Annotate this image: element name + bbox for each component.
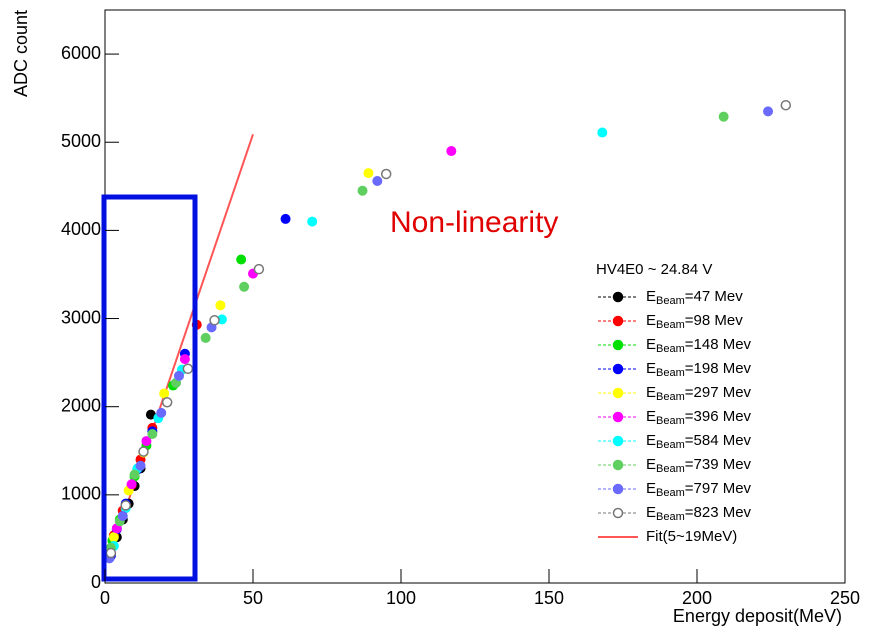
legend-label: EBeam=584 Mev [646,432,752,451]
data-point [239,281,250,292]
data-point [763,106,774,117]
annotation: Non-linearity [390,206,558,239]
legend-marker [612,291,624,303]
data-point [209,315,220,326]
legend-label: EBeam=739 Mev [646,456,752,475]
legend-label: EBeam=797 Mev [646,480,752,499]
data-point [129,469,140,480]
legend-title: HV4E0 ~ 24.84 V [596,261,712,278]
data-point [147,429,158,440]
data-point [179,354,190,365]
data-point [380,168,392,180]
legend-marker [612,363,624,375]
legend-label: Fit(5~19MeV) [646,528,737,545]
data-point [200,332,211,343]
y-tick-label: 2000 [61,395,101,415]
data-point [780,99,792,111]
y-tick-label: 4000 [61,219,101,239]
legend-label: EBeam=47 Mev [646,288,743,307]
x-tick-label: 150 [534,588,564,608]
legend-label: EBeam=297 Mev [646,384,752,403]
y-tick-label: 3000 [61,307,101,327]
data-point [182,363,194,375]
x-tick-label: 0 [100,588,110,608]
data-point [236,254,247,265]
data-point [215,300,226,311]
legend-marker [612,507,624,519]
legend-label: EBeam=823 Mev [646,504,752,523]
data-point [161,397,173,408]
data-point [307,216,318,227]
x-tick-label: 200 [682,588,712,608]
data-point [156,407,167,418]
data-point [138,446,149,457]
y-tick-label: 1000 [61,484,101,504]
legend-label: EBeam=98 Mev [646,312,743,331]
legend-label: EBeam=396 Mev [646,408,752,427]
y-tick-label: 0 [91,572,101,592]
legend-marker [612,459,624,471]
legend-marker [612,387,624,399]
data-point [126,479,137,490]
y-tick-label: 6000 [61,43,101,63]
data-point [174,370,184,381]
marks [104,99,792,564]
data-point [117,511,128,522]
data-point [253,263,265,275]
y-axis-title: ADC count [11,10,31,97]
data-point [141,436,152,447]
legend-marker [612,435,624,447]
x-tick-label: 50 [243,588,263,608]
legend-label: EBeam=198 Mev [646,360,752,379]
data-point [108,532,119,543]
data-point [159,388,170,399]
legend-marker [612,483,624,495]
data-point [105,547,117,559]
data-point [718,111,729,122]
x-axis-title: Energy deposit(MeV) [673,606,842,626]
highlight-box [101,194,198,582]
data-point [363,168,374,179]
data-point [135,460,146,471]
legend-label: EBeam=148 Mev [646,336,752,355]
data-point [597,127,608,138]
legend-marker [612,411,624,423]
x-tick-label: 250 [830,588,860,608]
y-tick-label: 5000 [61,131,101,151]
data-point [120,500,131,511]
x-tick-label: 100 [386,588,416,608]
legend-marker [612,315,624,327]
data-point [372,176,383,187]
data-point [280,213,291,224]
data-point [446,146,457,157]
data-point [357,185,368,196]
legend-box [592,256,792,546]
legend-marker [612,339,624,351]
